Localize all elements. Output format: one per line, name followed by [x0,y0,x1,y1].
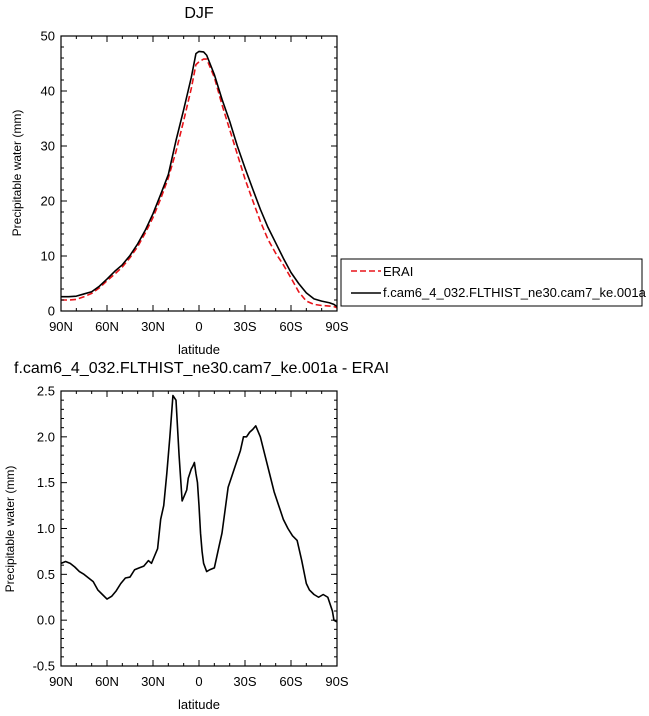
panel-diff-xlabel: latitude [178,697,220,712]
panel-diff-ytick-label: 2.5 [37,384,55,399]
panel-diff-xtick-label: 90N [49,674,73,689]
panel-diff-ylabel: Precipitable water (mm) [3,466,17,593]
panel-diff-xtick-label: 90S [325,674,348,689]
panel-diff-ytick-label: -0.5 [33,659,55,674]
panel-djf-ytick-label: 30 [41,139,55,154]
panel-diff-lines [60,394,338,623]
panel-diff-xtick-label: 0 [195,674,202,689]
legend: ERAI f.cam6_4_032.FLTHIST_ne30.cam7_ke.0… [340,258,647,307]
panel-djf-xtick-label: 90S [325,319,348,334]
panel-diff-ytick-label: 2.0 [37,429,55,444]
panel-diff-xtick-label: 30N [141,674,165,689]
panel-djf: DJF 90N 60N 30N 0 30S 60S 90S 0 10 20 30 40 50 latit… [10,5,349,357]
panel-djf-xtick-label: 0 [195,319,202,334]
panel-diff-ticks: 90N 60N 30N 0 30S 60S 90S -0.5 0.0 0.5 1.0 1.5 2.0 2.… [33,384,349,690]
panel-diff-xtick-label: 30S [233,674,256,689]
legend-box [340,258,643,307]
panel-djf-xtick-label: 30N [141,319,165,334]
panel-diff-xtick-label: 60N [95,674,119,689]
panel-djf-ytick-label: 50 [41,29,55,44]
panel-djf-ytick-label: 20 [41,194,55,209]
panel-djf-xtick-label: 60N [95,319,119,334]
panel-diff-ytick-label: 0.0 [37,613,55,628]
panel-diff-ytick-label: 1.0 [37,521,55,536]
panel-djf-series-0-line [61,58,338,309]
panel-djf-lines [61,50,338,309]
panel-diff: f.cam6_4_032.FLTHIST_ne30.cam7_ke.001a -… [3,360,389,712]
panel-djf-xtick-label: 60S [279,319,302,334]
panel-djf-title: DJF [184,5,214,22]
panel-diff-plot-frame [60,390,338,667]
legend-label-model: f.cam6_4_032.FLTHIST_ne30.cam7_ke.001a [383,285,647,300]
panel-djf-xtick-label: 90N [49,319,73,334]
panel-djf-plot-frame [60,35,338,312]
panel-diff-title: f.cam6_4_032.FLTHIST_ne30.cam7_ke.001a -… [14,360,389,377]
legend-label-erai: ERAI [383,264,413,279]
panel-djf-ticks: 90N 60N 30N 0 30S 60S 90S 0 10 20 30 40 50 [41,29,349,335]
panel-diff-ytick-label: 1.5 [37,475,55,490]
panel-diff-series-0-line [60,394,338,623]
panel-djf-xtick-label: 30S [233,319,256,334]
panel-djf-ytick-label: 40 [41,84,55,99]
panel-djf-ytick-label: 0 [48,304,55,319]
panel-diff-ytick-label: 0.5 [37,567,55,582]
panel-djf-series-1-line [61,50,338,308]
panel-diff-xtick-label: 60S [279,674,302,689]
panel-djf-ylabel: Precipitable water (mm) [10,110,24,237]
panel-djf-ytick-label: 10 [41,249,55,264]
panel-djf-xlabel: latitude [178,342,220,357]
